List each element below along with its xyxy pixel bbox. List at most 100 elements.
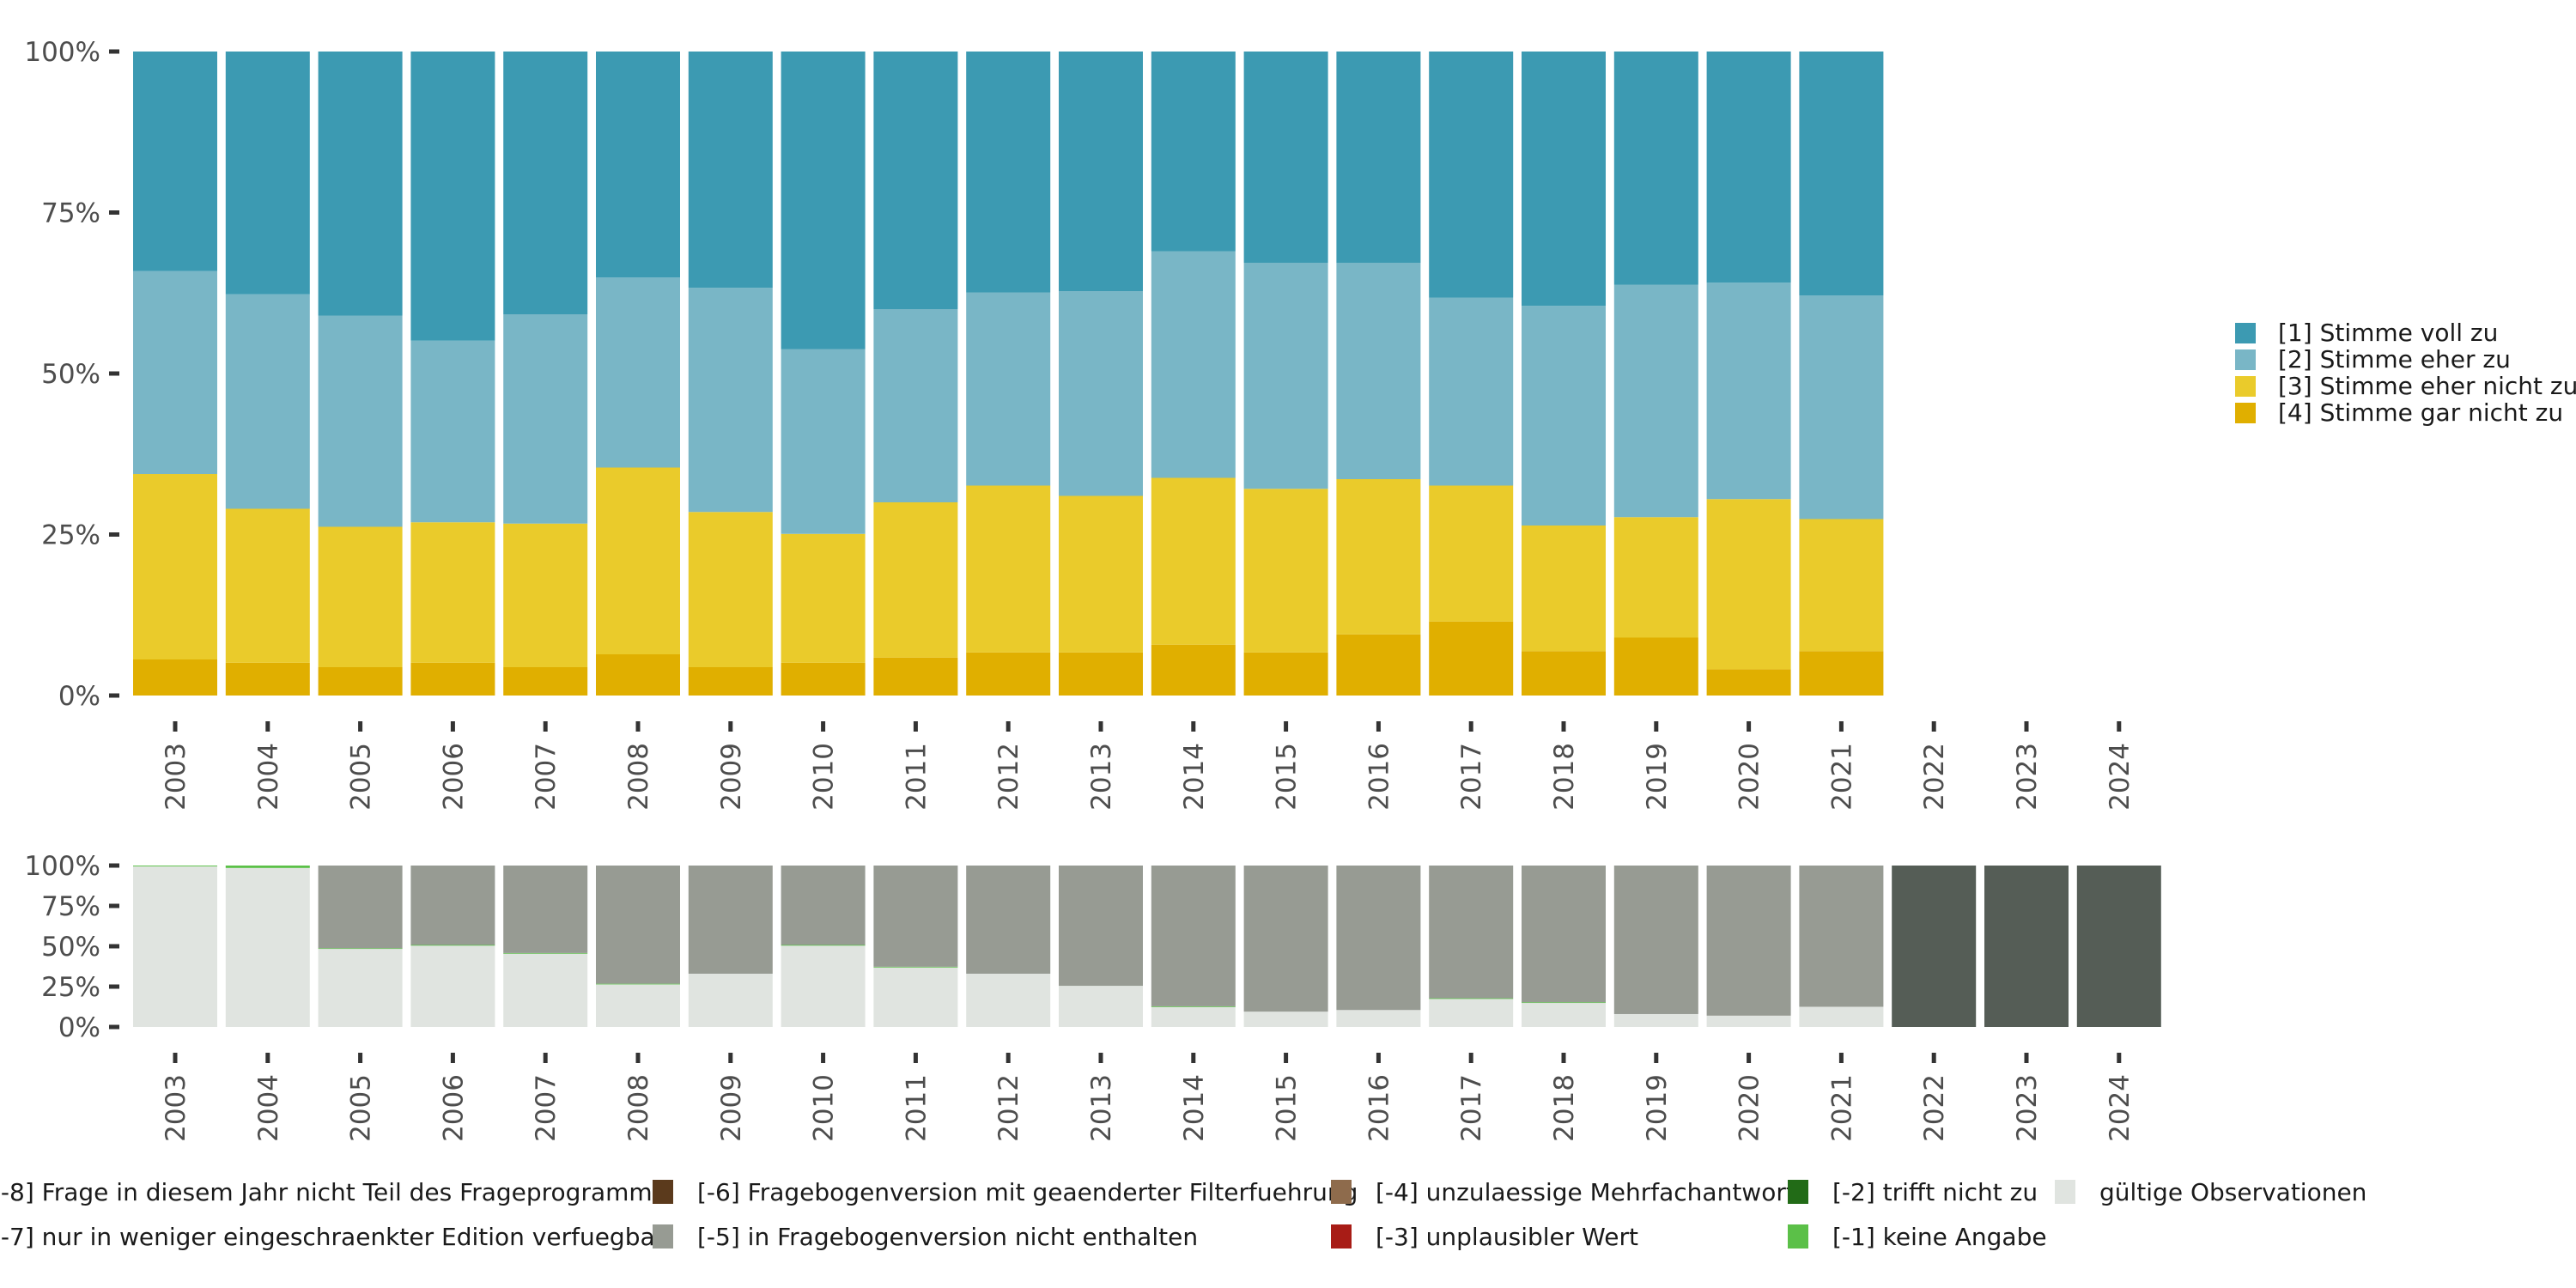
- x-tick-label: 2022: [1919, 743, 1950, 811]
- x-tick-mark: [2024, 721, 2029, 732]
- bar-segment-2003: [133, 659, 217, 696]
- bar-segment-2022: [1892, 866, 1977, 1027]
- bar-segment-2023: [1984, 866, 2069, 1027]
- top-legend: [1] Stimme voll zu[2] Stimme eher zu[3] …: [2235, 319, 2576, 427]
- bar-segment-2021: [1799, 1006, 1884, 1027]
- x-tick-mark: [728, 721, 733, 732]
- bar-segment-2003: [133, 270, 217, 474]
- bar-segment-2004: [225, 52, 310, 295]
- bar-segment-2014: [1151, 644, 1236, 696]
- legend-swatch: [2235, 323, 2256, 343]
- bar-segment-2016: [1336, 634, 1421, 696]
- x-tick-label: 2021: [1826, 1074, 1857, 1142]
- y-tick-mark: [109, 49, 119, 54]
- y-tick-label: 0%: [58, 1012, 100, 1043]
- legend-swatch: [2235, 349, 2256, 370]
- x-tick-mark: [358, 1053, 363, 1063]
- x-tick-mark: [173, 721, 178, 732]
- bar-segment-2024: [2076, 866, 2161, 1027]
- y-tick-label: 50%: [41, 359, 100, 390]
- x-tick-label: 2009: [716, 1074, 747, 1142]
- x-tick-label: 2005: [346, 1074, 377, 1142]
- x-tick-label: 2022: [1919, 1074, 1950, 1142]
- bar-segment-2021: [1799, 52, 1884, 296]
- bar-segment-2019: [1613, 517, 1698, 638]
- y-tick-label: 75%: [41, 198, 100, 229]
- bar-segment-2014: [1151, 477, 1236, 645]
- x-tick-label: 2006: [438, 743, 469, 811]
- bar-segment-2005: [318, 526, 403, 667]
- legend-swatch: [2235, 403, 2256, 423]
- x-tick-mark: [728, 1053, 733, 1063]
- bar-segment-2006: [410, 340, 495, 523]
- legend-swatch: [2055, 1180, 2075, 1204]
- bar-segment-2005: [318, 948, 403, 1027]
- bar-segment-2017: [1429, 866, 1514, 999]
- bar-segment-2014: [1151, 52, 1236, 252]
- bar-segment-2004: [225, 866, 310, 868]
- x-tick-mark: [821, 1053, 826, 1063]
- x-tick-label: 2020: [1735, 743, 1765, 811]
- x-tick-mark: [635, 721, 641, 732]
- x-tick-mark: [358, 721, 363, 732]
- bar-segment-2018: [1522, 1002, 1606, 1004]
- x-tick-mark: [913, 721, 918, 732]
- x-tick-mark: [1098, 1053, 1103, 1063]
- bar-segment-2011: [873, 967, 958, 1027]
- x-tick-label: 2016: [1364, 743, 1394, 811]
- bar-segment-2011: [873, 309, 958, 502]
- x-tick-label: 2004: [253, 1074, 284, 1142]
- bar-segment-2008: [596, 866, 680, 984]
- bar-segment-2007: [503, 52, 588, 314]
- bar-segment-2009: [688, 866, 773, 974]
- x-tick-mark: [1838, 721, 1844, 732]
- bar-segment-2007: [503, 953, 588, 1027]
- bar-segment-2013: [1059, 866, 1143, 987]
- x-tick-mark: [1468, 1053, 1473, 1063]
- bar-segment-2011: [873, 657, 958, 696]
- x-tick-label: 2007: [531, 743, 562, 811]
- bottom-legend: [-8] Frage in diesem Jahr nicht Teil des…: [0, 1178, 2366, 1251]
- y-tick-label: 25%: [41, 972, 100, 1003]
- bar-segment-2020: [1706, 669, 1791, 696]
- bar-segment-2006: [410, 662, 495, 696]
- bar-segment-2005: [318, 667, 403, 696]
- legend-label: [-2] trifft nicht zu: [1832, 1178, 2038, 1206]
- x-tick-mark: [1376, 721, 1381, 732]
- bar-segment-2012: [966, 652, 1051, 696]
- x-tick-mark: [1376, 1053, 1381, 1063]
- bar-segment-2012: [966, 485, 1051, 653]
- bar-segment-2014: [1151, 866, 1236, 1006]
- x-tick-label: 2023: [2012, 743, 2043, 811]
- bar-segment-2013: [1059, 495, 1143, 653]
- bar-segment-2015: [1243, 52, 1328, 263]
- bar-segment-2019: [1613, 866, 1698, 1014]
- x-tick-mark: [173, 1053, 178, 1063]
- bar-segment-2006: [410, 866, 495, 945]
- bar-segment-2009: [688, 667, 773, 696]
- x-tick-mark: [1191, 1053, 1196, 1063]
- x-tick-label: 2020: [1735, 1074, 1765, 1142]
- x-tick-mark: [450, 721, 455, 732]
- bar-segment-2020: [1706, 866, 1791, 1016]
- x-tick-label: 2013: [1086, 743, 1117, 811]
- y-tick-mark: [109, 210, 119, 215]
- bar-segment-2011: [873, 52, 958, 309]
- bar-segment-2004: [225, 508, 310, 663]
- bar-segment-2007: [503, 866, 588, 953]
- bar-segment-2020: [1706, 499, 1791, 670]
- bar-segment-2021: [1799, 519, 1884, 652]
- bar-segment-2010: [781, 52, 866, 349]
- bar-segment-2019: [1613, 637, 1698, 696]
- x-tick-label: 2012: [993, 1074, 1024, 1142]
- y-tick-mark: [109, 371, 119, 376]
- bar-segment-2012: [966, 292, 1051, 486]
- bar-segment-2004: [225, 867, 310, 1027]
- x-tick-label: 2021: [1826, 743, 1857, 811]
- x-tick-label: 2011: [901, 743, 932, 811]
- x-tick-label: 2005: [346, 743, 377, 811]
- x-tick-mark: [1838, 1053, 1844, 1063]
- legend-label: [-7] nur in weniger eingeschraenkter Edi…: [0, 1223, 665, 1251]
- x-tick-mark: [1747, 1053, 1752, 1063]
- x-tick-mark: [1005, 721, 1011, 732]
